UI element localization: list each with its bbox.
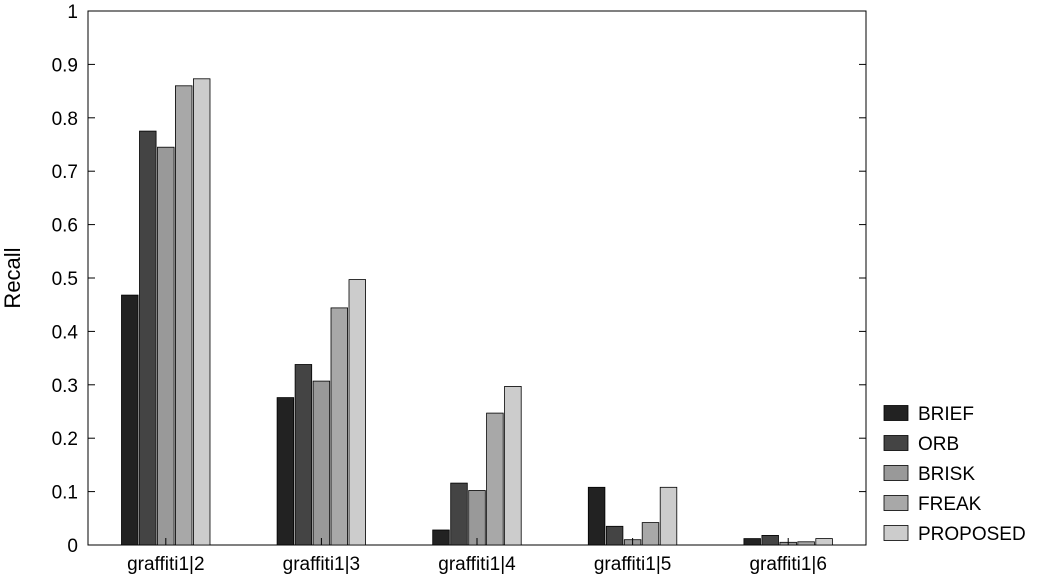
y-tick-label: 0.5	[52, 269, 78, 290]
y-axis-label: Recall	[0, 247, 25, 308]
legend-swatch-brisk	[883, 465, 909, 481]
plot-area	[87, 10, 867, 546]
x-tick-label: graffiti1|6	[749, 554, 826, 575]
y-tick-label: 0.9	[52, 55, 78, 76]
y-tick-label: 1	[67, 2, 78, 23]
legend-swatch-proposed	[883, 525, 909, 541]
bar-brisk-2	[312, 380, 331, 546]
y-tick-label: 0	[67, 536, 78, 557]
bar-proposed-2	[348, 279, 367, 546]
bar-proposed-4	[659, 486, 678, 546]
bar-freak-4	[641, 522, 660, 546]
y-tick-label: 0.2	[52, 429, 78, 450]
bar-proposed-3	[504, 385, 522, 546]
legend-swatch-brief	[883, 405, 909, 421]
bar-proposed-5	[815, 538, 833, 546]
bar-freak-1	[174, 85, 193, 546]
bar-proposed-1	[192, 78, 211, 546]
y-tick-label: 0.4	[52, 322, 79, 343]
bar-brief-2	[276, 397, 295, 546]
y-tick-label: 0.6	[52, 216, 78, 237]
bar-brief-5	[743, 538, 761, 546]
legend-label-proposed: PROPOSED	[918, 524, 1026, 545]
legend-swatch-orb	[883, 435, 909, 451]
x-tick-label: graffiti1|2	[127, 554, 204, 575]
bar-orb-1	[139, 130, 157, 546]
bar-orb-2	[294, 364, 313, 546]
legend: BRIEF ORB BRISK FREAK PROPOSED	[883, 404, 1026, 545]
bar-brief-1	[121, 294, 139, 546]
y-tick-label: 0.1	[52, 483, 78, 504]
legend-label-orb: ORB	[918, 434, 959, 455]
bar-orb-3	[450, 482, 468, 546]
legend-label-brisk: BRISK	[918, 464, 975, 485]
bar-freak-3	[486, 412, 504, 546]
bar-freak-2	[330, 307, 349, 546]
bar-brief-3	[432, 529, 450, 546]
legend-label-freak: FREAK	[918, 494, 982, 515]
bar-brisk-3	[468, 490, 486, 546]
x-tick-label: graffiti1|3	[283, 554, 360, 575]
x-tick-label: graffiti1|5	[594, 554, 671, 575]
y-tick-label: 0.8	[52, 109, 78, 130]
bar-orb-5	[761, 535, 779, 546]
bar-freak-5	[797, 541, 815, 546]
legend-swatch-freak	[883, 495, 909, 511]
bar-brief-4	[587, 486, 606, 546]
bar-orb-4	[605, 525, 624, 546]
y-tick-label: 0.7	[52, 162, 78, 183]
bar-brisk-1	[157, 146, 175, 546]
legend-label-brief: BRIEF	[918, 404, 974, 425]
x-tick-label: graffiti1|4	[438, 554, 516, 575]
y-tick-label: 0.3	[52, 376, 78, 397]
